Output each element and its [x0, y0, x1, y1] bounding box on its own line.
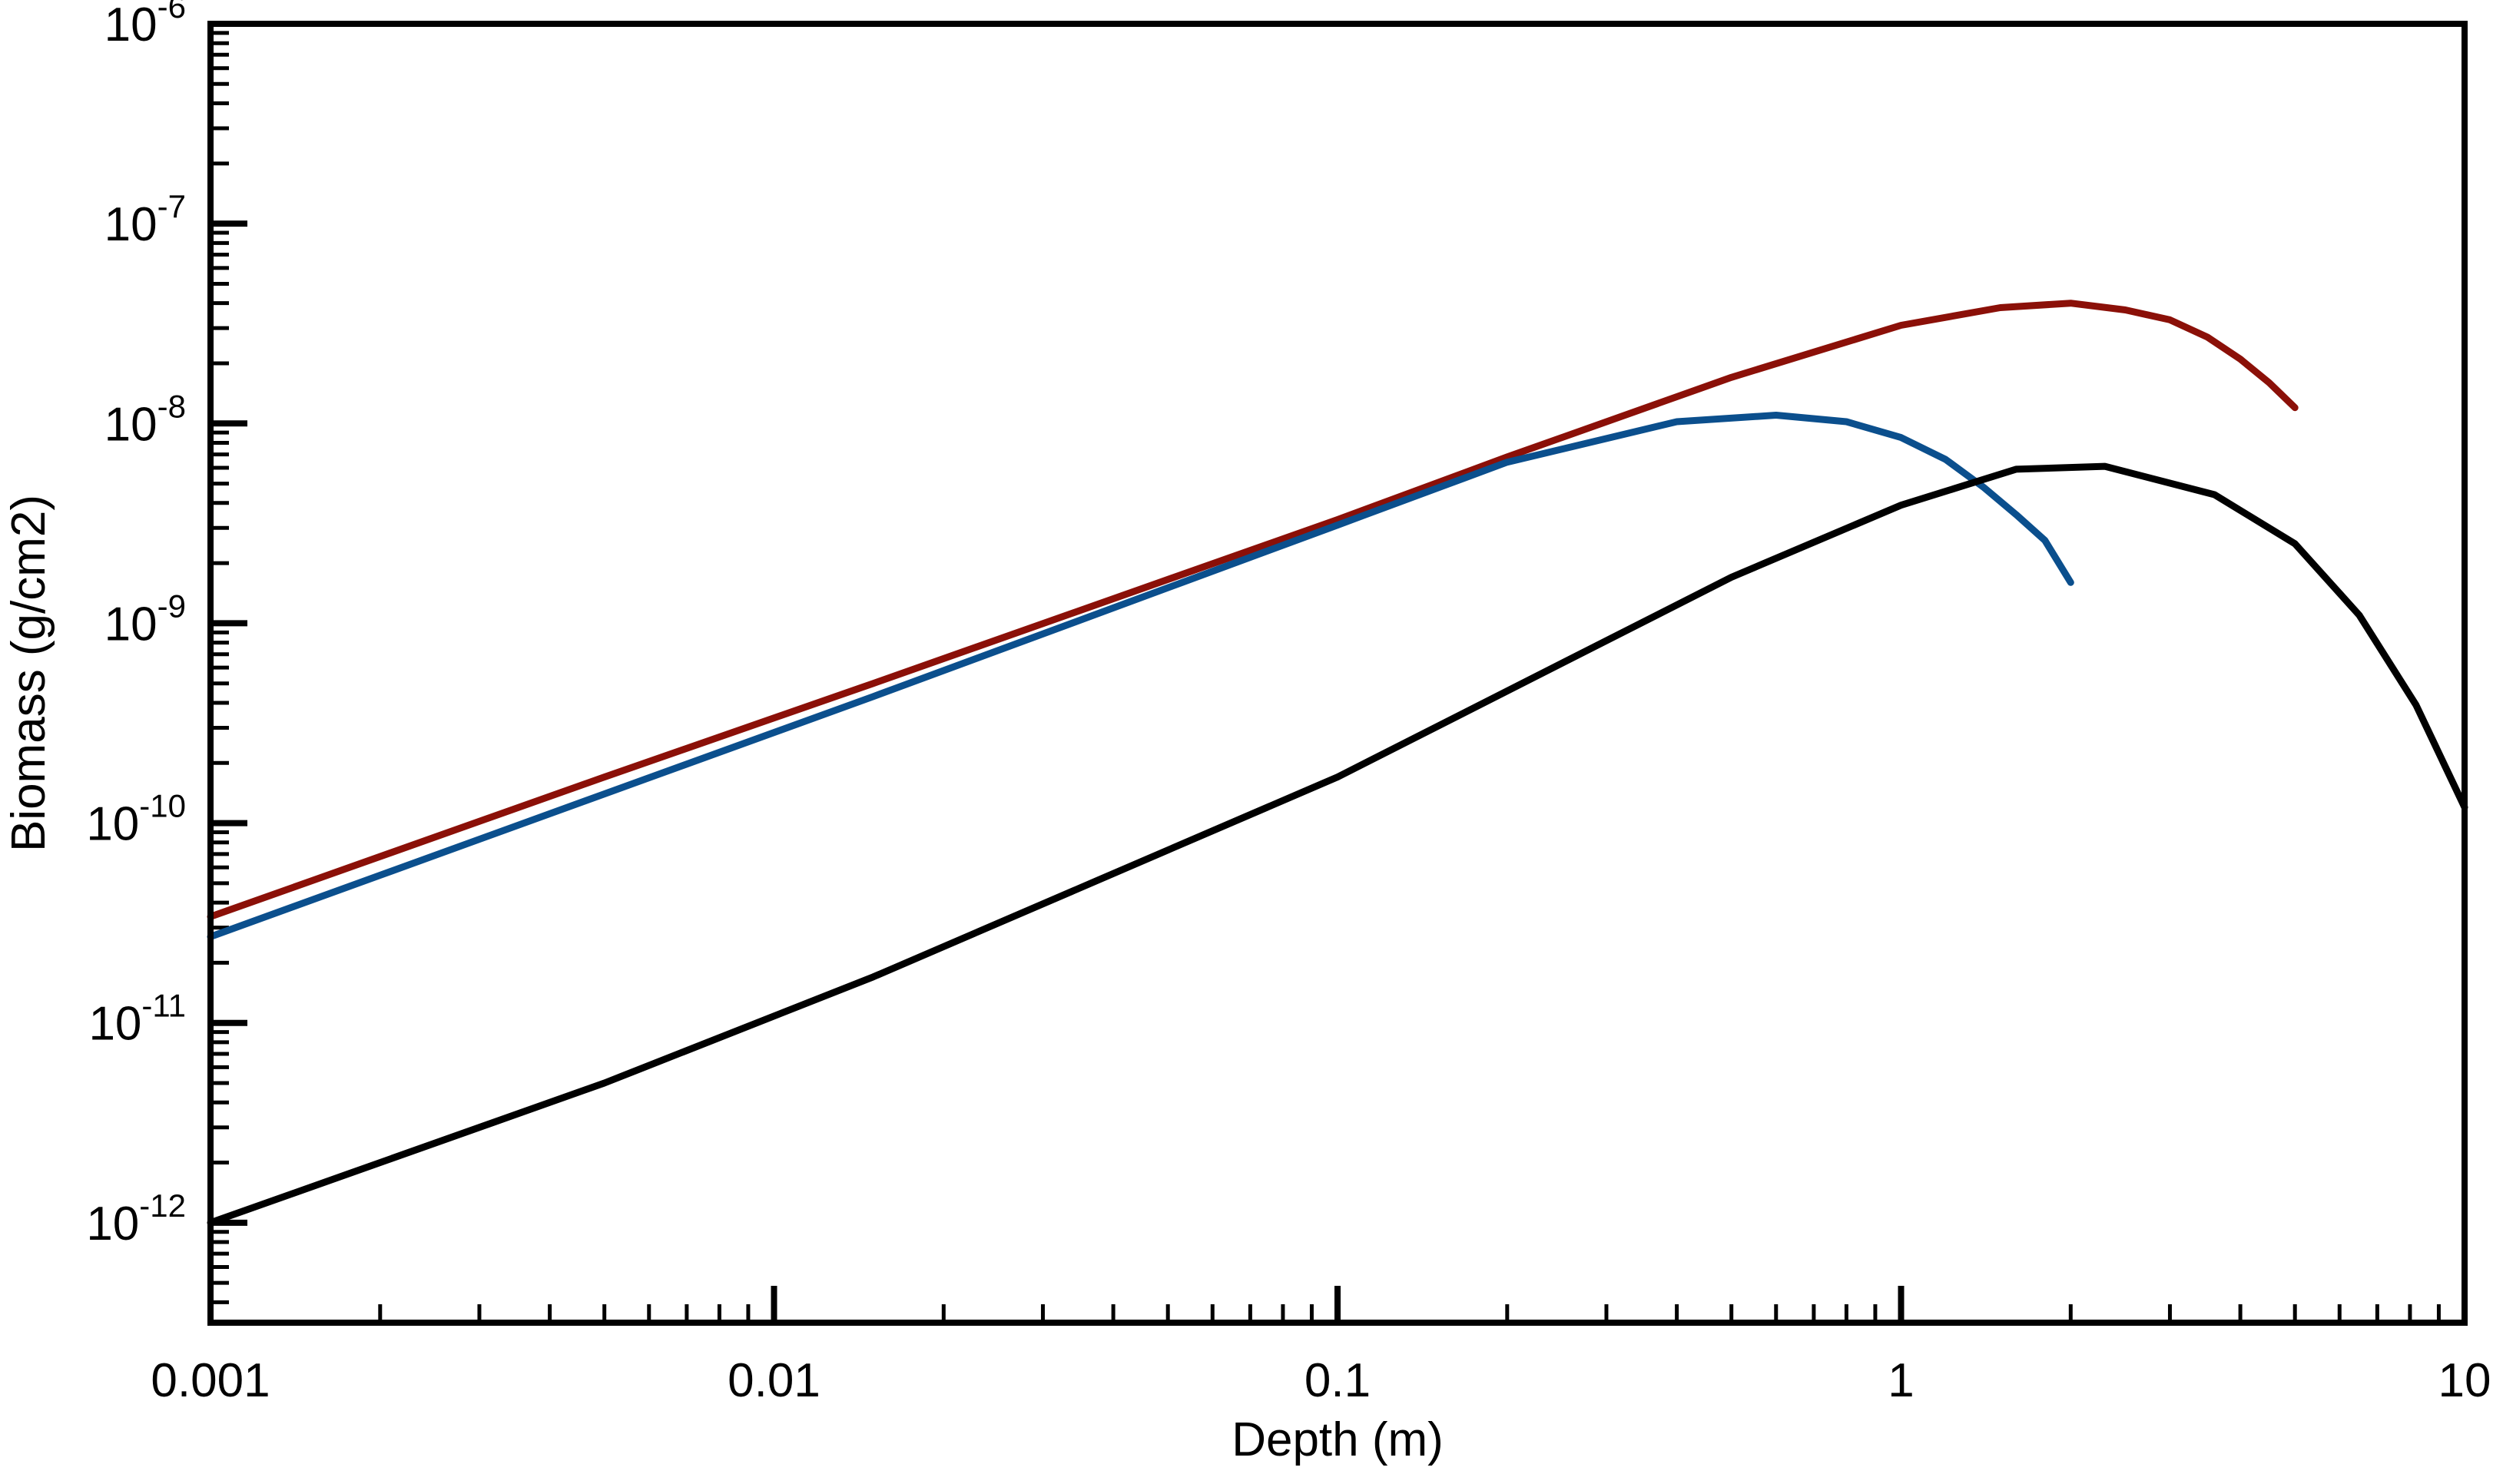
series-line-1: [207, 300, 2299, 920]
y-tick-base: 10: [88, 998, 141, 1051]
y-tick-base: 10: [86, 798, 139, 851]
y-tick-base: 10: [104, 198, 157, 251]
y-tick-label: 10-6: [104, 0, 186, 51]
series-line-3: [207, 462, 2468, 1227]
y-tick-label: 10-8: [104, 388, 186, 451]
x-tick-label: 0.001: [151, 1354, 270, 1407]
y-tick-label: 10-7: [104, 188, 186, 251]
y-tick-exponent: -9: [157, 588, 186, 624]
series-line-2: [207, 412, 2074, 940]
y-tick-base: 10: [104, 0, 157, 51]
x-tick-label: 10: [2438, 1354, 2491, 1407]
x-tick-label: 0.01: [728, 1354, 821, 1407]
y-tick-exponent: -8: [157, 388, 186, 424]
y-tick-label: 10-12: [86, 1188, 186, 1250]
y-tick-exponent: -12: [139, 1188, 186, 1224]
y-tick-base: 10: [104, 398, 157, 451]
series-lines: [207, 300, 2468, 1227]
x-axis-title: Depth (m): [1232, 1413, 1444, 1466]
y-axis-title: Biomass (g/cm2): [2, 495, 55, 852]
y-tick-label: 10-9: [104, 588, 186, 651]
x-tick-label: 0.1: [1305, 1354, 1371, 1407]
x-tick-label: 1: [1888, 1354, 1914, 1407]
y-tick-exponent: -11: [141, 988, 186, 1024]
x-tick-labels: 0.001 0.01 0.1 1 10: [151, 1354, 2491, 1407]
y-tick-label: 10-10: [86, 788, 186, 851]
y-tick-base: 10: [86, 1197, 139, 1250]
y-tick-exponent: -7: [157, 188, 186, 224]
y-tick-exponent: -10: [139, 788, 186, 824]
major-ticks: [207, 21, 2468, 1323]
y-tick-base: 10: [104, 598, 157, 651]
y-tick-label: 10-11: [88, 988, 186, 1051]
y-tick-exponent: -6: [157, 0, 186, 25]
minor-ticks: [211, 31, 2441, 1323]
plot-frame: [207, 21, 2468, 1326]
